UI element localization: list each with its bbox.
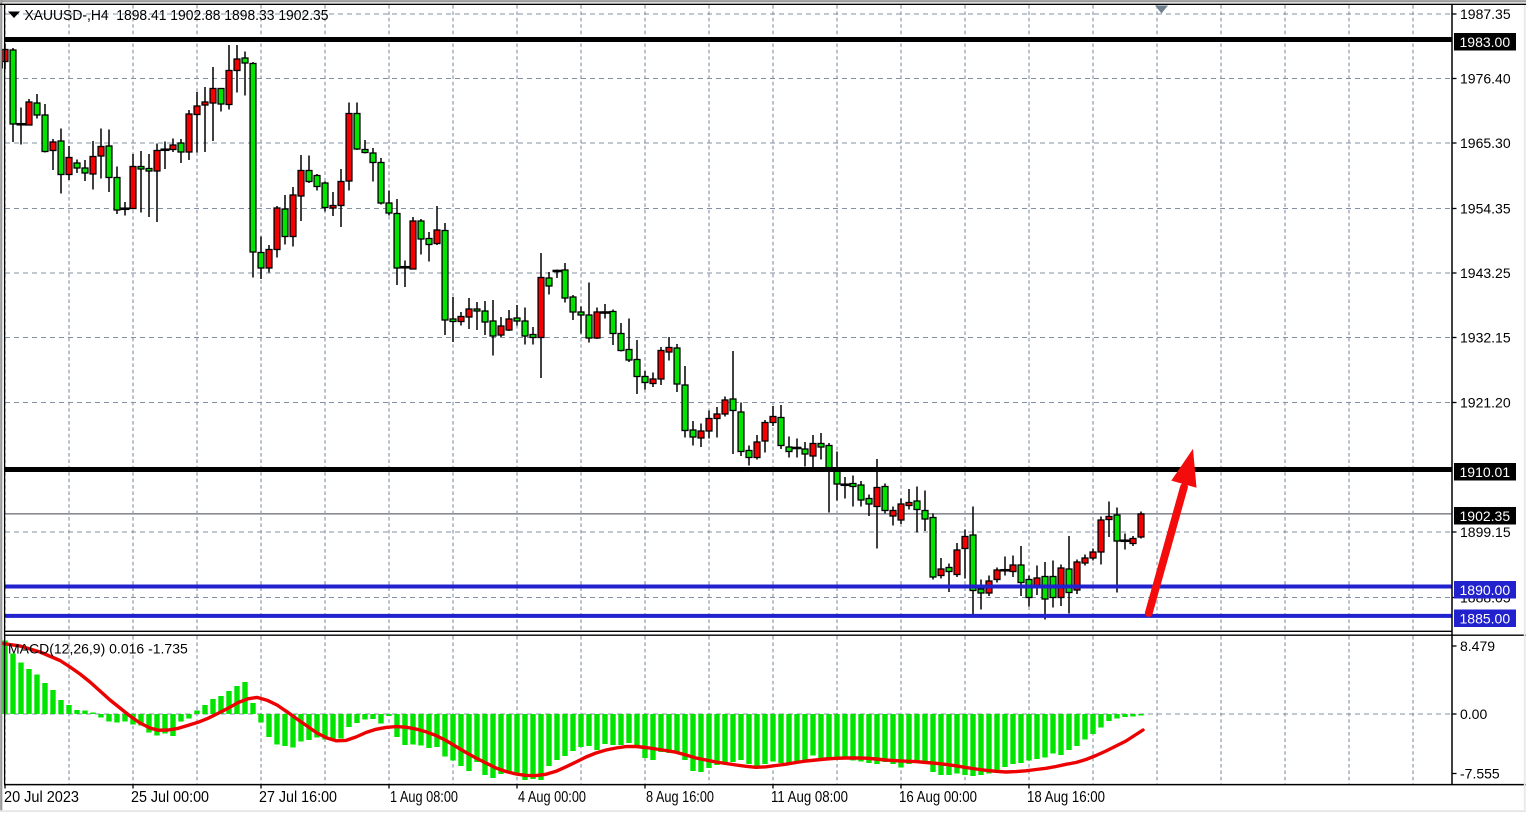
svg-text:1921.20: 1921.20 (1460, 395, 1511, 411)
svg-text:25 Jul 00:00: 25 Jul 00:00 (131, 789, 209, 806)
svg-text:8 Aug 16:00: 8 Aug 16:00 (646, 789, 714, 806)
svg-text:20 Jul 2023: 20 Jul 2023 (4, 789, 79, 806)
svg-text:27 Jul 16:00: 27 Jul 16:00 (259, 789, 337, 806)
svg-text:1943.25: 1943.25 (1460, 265, 1511, 281)
svg-text:1987.35: 1987.35 (1460, 6, 1511, 22)
svg-text:1885.00: 1885.00 (1460, 610, 1511, 626)
svg-text:8.479: 8.479 (1460, 638, 1495, 654)
svg-text:4 Aug 00:00: 4 Aug 00:00 (518, 789, 586, 806)
svg-text:1932.15: 1932.15 (1460, 330, 1511, 346)
svg-text:1899.15: 1899.15 (1460, 524, 1511, 540)
svg-text:0.00: 0.00 (1460, 706, 1487, 722)
svg-text:1954.35: 1954.35 (1460, 201, 1511, 217)
svg-text:-7.555: -7.555 (1460, 766, 1500, 782)
svg-text:18 Aug 16:00: 18 Aug 16:00 (1027, 789, 1105, 806)
svg-text:1 Aug 08:00: 1 Aug 08:00 (390, 789, 458, 806)
svg-text:1902.35: 1902.35 (1460, 508, 1511, 524)
svg-text:1983.00: 1983.00 (1460, 34, 1511, 50)
svg-text:XAUUSD-,H4 1898.41 1902.88 18: XAUUSD-,H4 1898.41 1902.88 1898.33 1902.… (25, 7, 329, 24)
svg-text:MACD(12,26,9) 0.016 -1.735: MACD(12,26,9) 0.016 -1.735 (8, 641, 188, 657)
svg-text:1910.01: 1910.01 (1460, 464, 1511, 480)
svg-text:11 Aug 08:00: 11 Aug 08:00 (771, 789, 848, 806)
svg-text:16 Aug 00:00: 16 Aug 00:00 (899, 789, 977, 806)
svg-text:1976.40: 1976.40 (1460, 71, 1511, 87)
svg-text:1890.00: 1890.00 (1460, 582, 1511, 598)
svg-text:1965.30: 1965.30 (1460, 135, 1511, 151)
